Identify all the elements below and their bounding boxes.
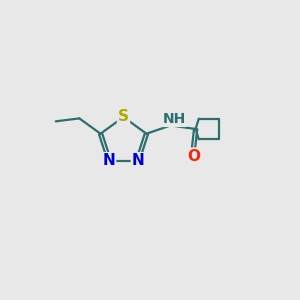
Text: O: O: [187, 148, 200, 164]
Text: S: S: [118, 109, 129, 124]
Text: N: N: [102, 153, 115, 168]
Text: NH: NH: [163, 112, 186, 126]
Text: N: N: [132, 153, 145, 168]
